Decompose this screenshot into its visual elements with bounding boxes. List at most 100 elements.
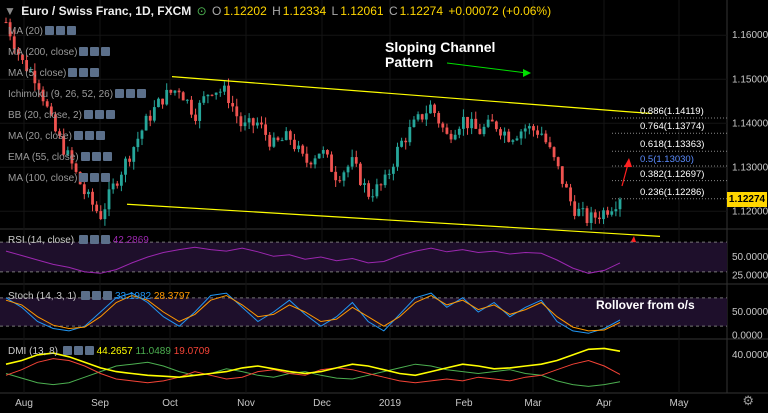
adx-value: 44.2657 <box>96 346 133 357</box>
close-icon[interactable] <box>137 89 147 98</box>
close-icon[interactable] <box>105 110 115 119</box>
settings-icon[interactable] <box>79 68 89 77</box>
symbol-title[interactable]: Euro / Swiss Franc, 1D, FXCM <box>21 4 192 18</box>
dmi-title[interactable]: DMI (13, 8) <box>8 346 59 357</box>
close-icon[interactable] <box>95 131 105 140</box>
pattern-annotation: Sloping Channel Pattern <box>385 39 496 70</box>
settings-icon[interactable] <box>56 26 66 35</box>
candle-body <box>243 122 247 127</box>
indicator-legend-item[interactable]: Ichimoku (9, 26, 52, 26) <box>8 89 147 100</box>
candle-body <box>264 124 268 135</box>
fib-level-label: 0.382(1.12697) <box>640 168 705 180</box>
candle-body <box>338 180 342 182</box>
indicator-legend-item[interactable]: EMA (55, close) <box>8 152 112 163</box>
eye-icon[interactable] <box>78 235 88 244</box>
settings-icon[interactable] <box>91 152 101 161</box>
green-arrow-head <box>523 69 531 77</box>
candle-body <box>214 92 218 95</box>
eye-icon[interactable] <box>45 26 55 35</box>
settings-icon[interactable] <box>73 346 83 355</box>
indicator-legend-item[interactable]: MA (20, close) <box>8 131 105 142</box>
fib-level-label: 0.5(1.13030) <box>640 153 694 165</box>
stoch-header: Stoch (14, 3, 1) 33.1982 28.3797 <box>8 291 190 302</box>
close-icon[interactable] <box>101 47 111 56</box>
close-icon[interactable] <box>103 291 113 300</box>
channel-upper-line <box>171 76 653 115</box>
settings-icon[interactable] <box>94 110 104 119</box>
y-tick-label: 25.0000 <box>732 271 768 282</box>
candle-body <box>70 150 74 164</box>
candle-body <box>194 114 197 121</box>
candle-body <box>317 153 321 159</box>
rsi-pane <box>0 241 727 274</box>
close-icon[interactable] <box>90 68 100 77</box>
candle-body <box>375 184 379 197</box>
minus-di-value: 19.0709 <box>173 346 210 357</box>
candle-body <box>358 163 362 185</box>
eye-icon[interactable] <box>115 89 125 98</box>
indicator-label: EMA (55, close) <box>8 152 79 163</box>
candle-body <box>511 140 515 142</box>
indicator-legend-item[interactable]: MA (200, close) <box>8 47 111 58</box>
eye-icon[interactable] <box>83 110 93 119</box>
candle-body <box>185 99 189 101</box>
rsi-value: 42.2869 <box>112 235 149 246</box>
settings-icon[interactable] <box>84 131 94 140</box>
stoch-title[interactable]: Stoch (14, 3, 1) <box>8 291 77 302</box>
close-icon[interactable] <box>67 26 77 35</box>
candle-body <box>437 113 441 124</box>
candle-body <box>161 98 164 105</box>
ohlc-open: 1.12202 <box>223 4 267 18</box>
candle-body <box>280 140 284 142</box>
candle-body <box>297 145 300 150</box>
candle-body <box>334 171 338 181</box>
x-tick-label: Aug <box>15 398 33 409</box>
y-tick-label: 50.0000 <box>732 307 768 318</box>
eye-icon[interactable] <box>79 47 89 56</box>
candle-body <box>165 89 169 105</box>
eye-icon[interactable] <box>68 68 78 77</box>
candle-body <box>490 119 494 122</box>
y-tick-label: 0.0000 <box>732 331 763 342</box>
eye-icon[interactable] <box>81 291 91 300</box>
eye-icon[interactable] <box>73 131 83 140</box>
eye-icon[interactable] <box>79 173 89 182</box>
settings-icon[interactable] <box>90 173 100 182</box>
settings-icon[interactable] <box>89 235 99 244</box>
close-icon[interactable] <box>100 235 110 244</box>
indicator-legend-item[interactable]: MA (5, close) <box>8 68 100 79</box>
close-icon[interactable] <box>102 152 112 161</box>
eye-icon[interactable]: ⊙ <box>196 4 207 18</box>
fib-level-label: 0.618(1.13363) <box>640 139 705 151</box>
candle-body <box>441 123 445 128</box>
indicator-legend-item[interactable]: BB (20, close, 2) <box>8 110 115 121</box>
settings-icon[interactable] <box>126 89 136 98</box>
adx-line <box>5 347 621 379</box>
x-tick-label: 2019 <box>379 398 402 409</box>
candle-body <box>383 174 387 186</box>
candle-body <box>58 131 61 136</box>
candle-body <box>227 85 230 104</box>
candle-body <box>157 98 160 108</box>
collapse-icon[interactable]: ▼ <box>4 4 16 18</box>
candle-body <box>544 133 548 143</box>
close-icon[interactable] <box>84 346 94 355</box>
stoch-d-value: 28.3797 <box>153 291 191 302</box>
indicator-label: MA (5, close) <box>8 68 67 79</box>
candle-body <box>4 22 8 24</box>
price-pane <box>4 17 727 263</box>
indicator-legend-item[interactable]: MA (100, close) <box>8 173 111 184</box>
rsi-title[interactable]: RSI (14, close) <box>8 235 75 246</box>
x-tick-label: May <box>670 398 689 409</box>
candle-body <box>523 128 527 132</box>
eye-icon[interactable] <box>62 346 72 355</box>
settings-icon[interactable] <box>90 47 100 56</box>
settings-gear-icon[interactable]: ⚙ <box>742 393 754 408</box>
indicator-label: MA (20, close) <box>8 131 72 142</box>
settings-icon[interactable] <box>92 291 102 300</box>
candle-body <box>136 138 140 148</box>
close-icon[interactable] <box>101 173 111 182</box>
eye-icon[interactable] <box>80 152 90 161</box>
indicator-legend-item[interactable]: MA (20) <box>8 26 77 37</box>
